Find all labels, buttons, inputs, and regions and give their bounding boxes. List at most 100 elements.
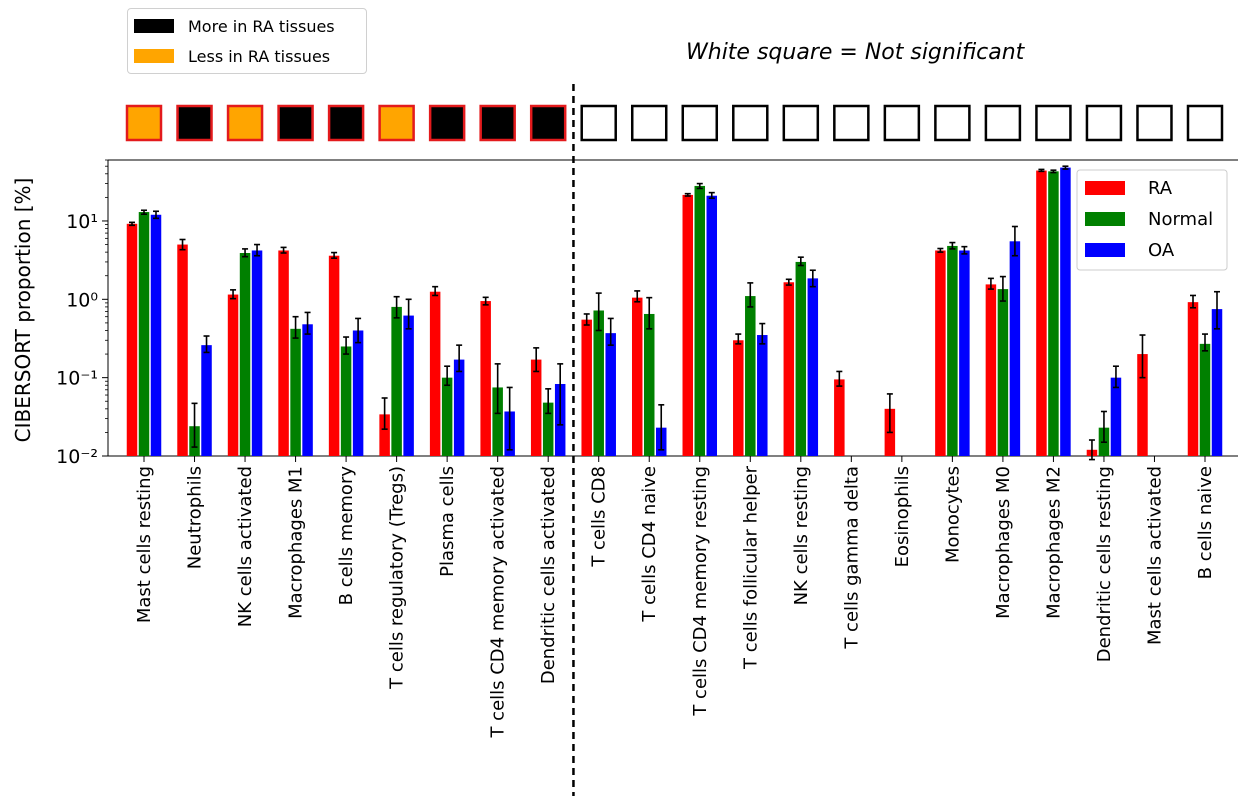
x-tick-label: T cells regulatory (Tregs)	[387, 466, 408, 690]
bar-oa	[302, 324, 313, 456]
x-tick-label: Macrophages M2	[1043, 466, 1064, 619]
significance-square-ns	[833, 104, 870, 142]
significance-square-ns	[580, 104, 617, 142]
legend-item-less: Less in RA tissues	[134, 44, 330, 68]
significance-square-ns	[782, 104, 820, 142]
bar-normal	[542, 402, 554, 456]
bar-normal	[340, 346, 352, 456]
x-tick-label: T cells CD4 memory resting	[690, 466, 711, 717]
bar-oa	[807, 278, 819, 456]
bar-ra	[733, 340, 744, 456]
bar-normal	[441, 377, 453, 456]
not-significant-note: White square = Not significant	[686, 40, 1025, 65]
bar-normal	[138, 212, 150, 456]
bar-oa	[757, 335, 768, 456]
bar-normal	[492, 387, 503, 456]
bar-oa	[150, 214, 162, 456]
bar-oa	[1110, 377, 1122, 456]
bar-ra	[530, 359, 542, 456]
bar-oa	[251, 250, 263, 456]
bar-ra	[429, 291, 441, 456]
bar-oa	[605, 333, 616, 456]
x-tick-label: NK cells activated	[235, 466, 256, 627]
x-tick-label: Neutrophils	[185, 466, 206, 569]
significance-square-ns	[630, 104, 668, 142]
significance-square-more	[277, 104, 314, 142]
x-tick-label: Plasma cells	[437, 466, 458, 577]
bar-normal	[593, 310, 604, 456]
y-tick-label: 10⁻²	[56, 446, 98, 468]
bar-ra	[1036, 170, 1047, 456]
bar-ra	[1137, 354, 1148, 456]
x-tick-label: B cells naive	[1195, 466, 1216, 579]
x-tick-label: Macrophages M1	[286, 466, 307, 619]
bar-oa	[201, 345, 212, 456]
legend-label-more: More in RA tissues	[188, 16, 335, 36]
bar-normal	[795, 261, 807, 456]
bar-normal	[1048, 171, 1059, 456]
bar-oa	[403, 315, 414, 456]
significance-square-more	[479, 104, 516, 142]
bar-ra	[278, 250, 289, 456]
y-tick-label: 10⁻¹	[56, 368, 98, 390]
y-tick-label: 10¹	[66, 211, 98, 233]
bar-oa	[1009, 241, 1021, 456]
bar-normal	[643, 313, 655, 456]
bar-ra	[783, 282, 795, 456]
bar-oa	[453, 359, 465, 456]
significance-square-more	[176, 104, 213, 142]
bar-normal	[997, 289, 1009, 456]
significance-square-ns	[1136, 104, 1173, 142]
series-legend-label-normal: Normal	[1148, 209, 1213, 230]
x-tick-label: Dendritic cells activated	[538, 466, 559, 684]
bar-normal	[947, 245, 958, 456]
bar-ra	[631, 297, 643, 456]
bar-ra	[227, 294, 239, 456]
significance-square-ns	[681, 104, 719, 142]
bar-ra	[480, 301, 491, 456]
series-legend-swatch-oa	[1085, 243, 1125, 257]
series-legend-label-oa: OA	[1148, 240, 1175, 261]
x-tick-label: Eosinophils	[892, 466, 913, 567]
bar-normal	[391, 306, 402, 456]
bar-oa	[1211, 309, 1223, 456]
series-legend-swatch-normal	[1085, 212, 1125, 226]
x-tick-label: Mast cells activated	[1144, 466, 1165, 645]
legend-item-more: More in RA tissues	[134, 14, 335, 38]
bar-ra	[682, 194, 694, 457]
significance-square-more	[327, 104, 365, 142]
bar-ra	[379, 414, 390, 456]
bar-ra	[834, 379, 845, 456]
x-tick-label: Monocytes	[942, 466, 963, 563]
x-tick-label: T cells CD4 naive	[639, 466, 660, 623]
bar-ra	[1187, 302, 1199, 456]
significance-square-ns	[934, 104, 971, 142]
significance-square-ns	[1035, 104, 1072, 142]
series-legend-label-ra: RA	[1148, 178, 1173, 199]
bar-ra	[177, 244, 188, 456]
x-tick-label: NK cells resting	[791, 466, 812, 605]
x-tick-label: B cells memory	[336, 466, 357, 606]
x-tick-label: T cells CD4 memory activated	[488, 466, 509, 739]
significance-square-ns	[1085, 104, 1123, 142]
bar-ra	[126, 223, 138, 456]
significance-square-less	[125, 104, 163, 142]
significance-square-ns	[883, 104, 921, 142]
bar-normal	[745, 296, 756, 456]
bar-oa	[1060, 167, 1071, 456]
x-tick-label: Dendritic cells resting	[1094, 466, 1115, 662]
significance-square-more	[529, 104, 567, 142]
x-tick-label: T cells CD8	[589, 466, 610, 568]
bar-ra	[985, 284, 997, 456]
x-tick-label: Macrophages M0	[993, 466, 1014, 619]
bar-oa	[352, 330, 364, 456]
bar-oa	[959, 250, 970, 456]
significance-square-ns	[1186, 104, 1224, 142]
x-tick-label: Mast cells resting	[134, 466, 155, 623]
x-tick-label: T cells follicular helper	[740, 465, 761, 670]
y-axis-label: CIBERSORT proportion [%]	[11, 178, 35, 443]
bar-normal	[694, 185, 706, 456]
bar-normal	[290, 328, 301, 456]
y-tick-label: 10⁰	[66, 289, 98, 311]
